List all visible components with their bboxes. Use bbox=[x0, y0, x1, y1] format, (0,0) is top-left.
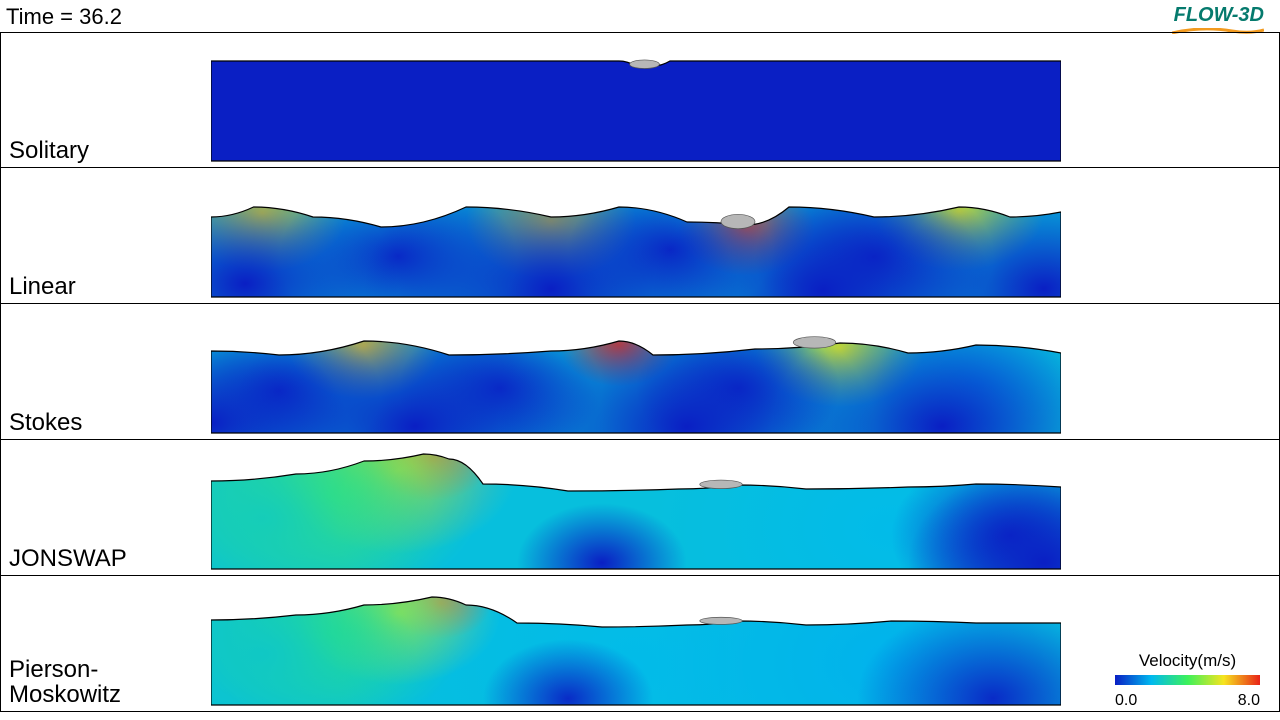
panel-pierson-moskowitz: Pierson-Moskowitz bbox=[0, 576, 1280, 712]
panel-label: Solitary bbox=[9, 138, 89, 163]
floating-object bbox=[700, 617, 743, 624]
panel-label: Stokes bbox=[9, 410, 82, 435]
velocity-legend: Velocity(m/s) 0.0 8.0 bbox=[1115, 651, 1260, 710]
logo-text-3d: 3D bbox=[1238, 4, 1264, 26]
panel-label: Pierson-Moskowitz bbox=[9, 657, 121, 707]
fluid-canvas bbox=[211, 305, 1061, 435]
logo-text-flow: FLOW- bbox=[1174, 4, 1239, 26]
panel-label: Linear bbox=[9, 274, 76, 299]
legend-max: 8.0 bbox=[1238, 692, 1260, 710]
fluid-canvas bbox=[211, 577, 1061, 707]
panel-jonswap: JONSWAP bbox=[0, 440, 1280, 576]
fluid-canvas bbox=[211, 169, 1061, 299]
floating-object bbox=[793, 337, 836, 348]
software-logo: FLOW-3D bbox=[1174, 4, 1264, 27]
legend-title: Velocity(m/s) bbox=[1115, 651, 1260, 671]
panel-label: JONSWAP bbox=[9, 546, 127, 571]
panel-solitary: Solitary bbox=[0, 32, 1280, 168]
floating-object bbox=[700, 480, 743, 489]
floating-object bbox=[721, 214, 755, 228]
legend-colorbar bbox=[1115, 675, 1260, 685]
simulation-panels: Solitary Linear Stokes JONSWAP Pierson-Mosko… bbox=[0, 32, 1280, 712]
fluid-canvas bbox=[211, 441, 1061, 571]
legend-ticks: 0.0 8.0 bbox=[1115, 692, 1260, 710]
floating-object bbox=[630, 60, 660, 69]
panel-linear: Linear bbox=[0, 168, 1280, 304]
time-label: Time = 36.2 bbox=[6, 4, 122, 30]
panel-stokes: Stokes bbox=[0, 304, 1280, 440]
fluid-canvas bbox=[211, 33, 1061, 163]
legend-min: 0.0 bbox=[1115, 692, 1137, 710]
